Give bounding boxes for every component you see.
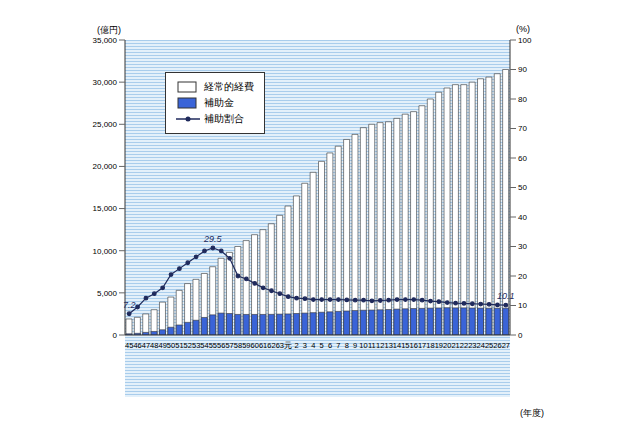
html-text:経常的経費: 経常的経費 — [204, 81, 254, 92]
svg-text:2: 2 — [294, 341, 298, 350]
svg-text:7: 7 — [336, 341, 340, 350]
svg-text:45: 45 — [125, 341, 133, 350]
svg-text:7.2: 7.2 — [123, 300, 136, 310]
svg-text:23: 23 — [468, 341, 476, 350]
svg-text:63: 63 — [276, 341, 284, 350]
svg-text:18: 18 — [426, 341, 434, 350]
svg-text:24: 24 — [477, 341, 485, 350]
svg-text:20,000: 20,000 — [93, 162, 118, 171]
svg-text:6: 6 — [328, 341, 332, 350]
svg-text:60: 60 — [251, 341, 259, 350]
svg-text:10: 10 — [359, 341, 367, 350]
svg-text:58: 58 — [234, 341, 242, 350]
svg-text:21: 21 — [451, 341, 459, 350]
svg-text:元: 元 — [284, 341, 292, 350]
svg-text:10: 10 — [518, 301, 527, 310]
svg-text:46: 46 — [133, 341, 141, 350]
svg-text:59: 59 — [242, 341, 250, 350]
svg-text:0: 0 — [113, 331, 118, 340]
svg-text:70: 70 — [518, 124, 527, 133]
svg-text:47: 47 — [142, 341, 150, 350]
svg-text:13: 13 — [384, 341, 392, 350]
html-text:(億円): (億円) — [97, 25, 121, 35]
svg-text:10,000: 10,000 — [93, 247, 118, 256]
svg-text:53: 53 — [192, 341, 200, 350]
svg-text:57: 57 — [225, 341, 233, 350]
svg-text:50: 50 — [167, 341, 175, 350]
svg-text:30: 30 — [518, 242, 527, 251]
svg-text:14: 14 — [393, 341, 401, 350]
svg-text:19: 19 — [435, 341, 443, 350]
svg-text:17: 17 — [418, 341, 426, 350]
svg-text:11: 11 — [368, 341, 376, 350]
svg-text:52: 52 — [184, 341, 192, 350]
svg-text:8: 8 — [345, 341, 349, 350]
svg-text:15,000: 15,000 — [93, 204, 118, 213]
svg-text:20: 20 — [443, 341, 451, 350]
svg-text:50: 50 — [518, 183, 527, 192]
svg-text:35,000: 35,000 — [93, 36, 118, 45]
svg-text:54: 54 — [200, 341, 208, 350]
svg-text:29.5: 29.5 — [203, 234, 223, 244]
html-text:(年度): (年度) — [520, 408, 544, 418]
svg-text:16: 16 — [410, 341, 418, 350]
svg-text:4: 4 — [311, 341, 315, 350]
svg-text:25: 25 — [485, 341, 493, 350]
svg-text:15: 15 — [401, 341, 409, 350]
svg-text:90: 90 — [518, 65, 527, 74]
svg-text:80: 80 — [518, 95, 527, 104]
html-text:補助金: 補助金 — [204, 97, 234, 108]
svg-text:26: 26 — [493, 341, 501, 350]
svg-text:48: 48 — [150, 341, 158, 350]
svg-text:49: 49 — [158, 341, 166, 350]
svg-text:3: 3 — [303, 341, 307, 350]
svg-text:0: 0 — [518, 331, 523, 340]
svg-text:30,000: 30,000 — [93, 78, 118, 87]
svg-text:40: 40 — [518, 213, 527, 222]
svg-text:51: 51 — [175, 341, 183, 350]
svg-text:61: 61 — [259, 341, 267, 350]
svg-text:56: 56 — [217, 341, 225, 350]
html-text:補助割合: 補助割合 — [204, 113, 244, 124]
svg-text:10.1: 10.1 — [497, 291, 515, 301]
svg-text:100: 100 — [518, 36, 532, 45]
svg-text:22: 22 — [460, 341, 468, 350]
svg-text:62: 62 — [267, 341, 275, 350]
svg-text:20: 20 — [518, 272, 527, 281]
svg-text:5,000: 5,000 — [97, 289, 118, 298]
svg-text:60: 60 — [518, 154, 527, 163]
svg-text:9: 9 — [353, 341, 357, 350]
svg-text:25,000: 25,000 — [93, 120, 118, 129]
svg-text:27: 27 — [502, 341, 510, 350]
svg-text:12: 12 — [376, 341, 384, 350]
svg-text:5: 5 — [320, 341, 324, 350]
svg-text:55: 55 — [209, 341, 217, 350]
